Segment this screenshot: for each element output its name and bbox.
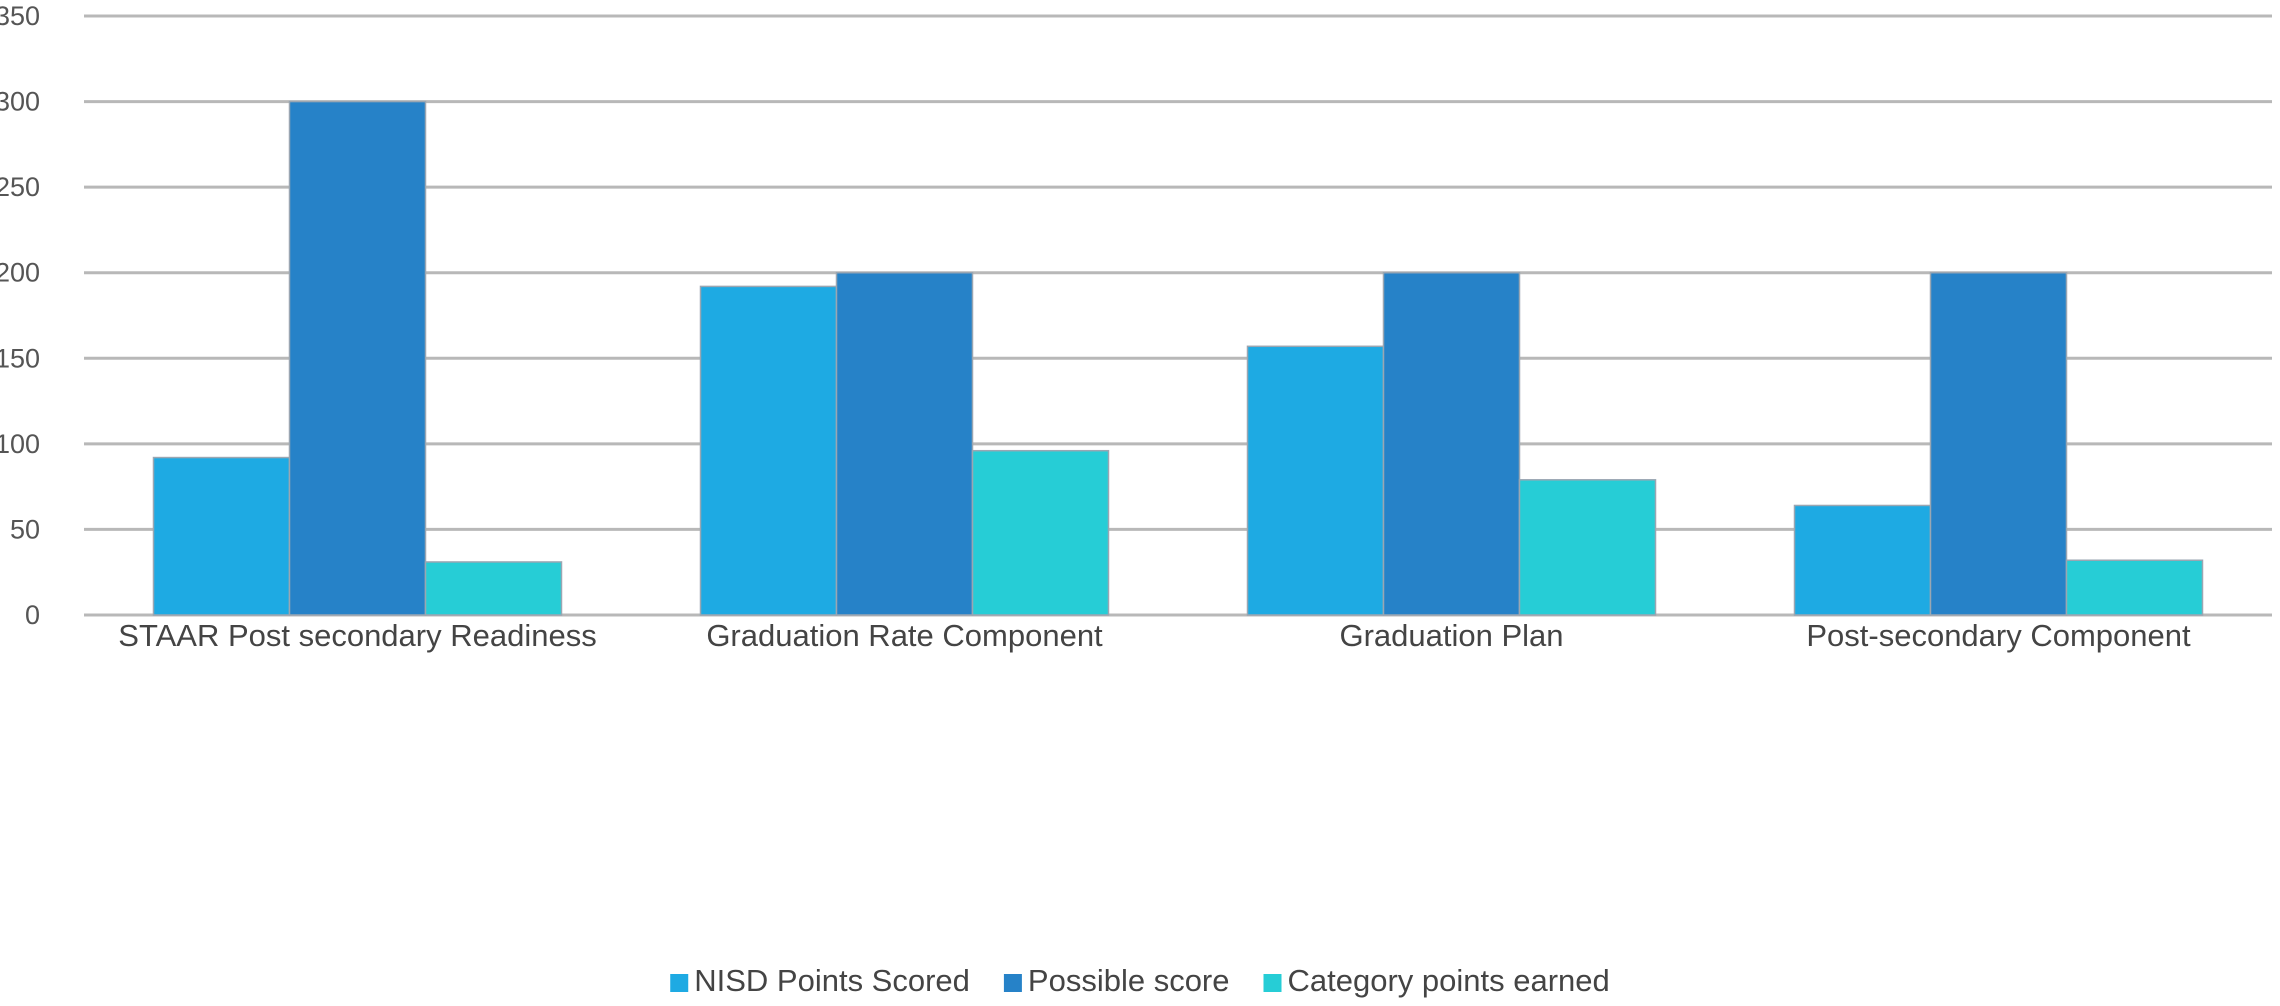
y-tick-label: 200 bbox=[0, 258, 40, 288]
legend-swatch bbox=[670, 974, 689, 992]
y-axis-tick-labels: 0 50 100 150 200 250 300 350 bbox=[0, 1, 40, 630]
bar-nisd-points-scored-1 bbox=[699, 285, 838, 616]
y-tick-label: 150 bbox=[0, 343, 40, 373]
legend-swatch bbox=[1003, 974, 1022, 992]
y-tick-label: 250 bbox=[0, 172, 40, 202]
legend-label: Category points earned bbox=[1288, 963, 1610, 998]
bar-category-points-earned-2 bbox=[1518, 479, 1657, 616]
x-category-label: Graduation Rate Component bbox=[706, 618, 1103, 653]
legend: NISD Points Scored Possible score Category… bbox=[670, 963, 1610, 998]
y-tick-label: 50 bbox=[10, 514, 40, 544]
bar-possible-score-3 bbox=[1929, 271, 2068, 616]
bar-possible-score-1 bbox=[835, 271, 974, 616]
bar-nisd-points-scored-2 bbox=[1246, 345, 1385, 616]
bar-nisd-points-scored-3 bbox=[1793, 504, 1932, 616]
x-category-label: Post-secondary Component bbox=[1806, 618, 2191, 653]
legend-swatch bbox=[1263, 974, 1282, 992]
y-tick-label: 100 bbox=[0, 429, 40, 459]
legend-label: NISD Points Scored bbox=[694, 963, 970, 998]
bar-possible-score-2 bbox=[1382, 271, 1521, 616]
bar-category-points-earned-1 bbox=[971, 449, 1110, 616]
gridlines bbox=[84, 14, 2272, 617]
x-category-label: STAAR Post secondary Readiness bbox=[118, 618, 596, 653]
y-tick-label: 0 bbox=[25, 600, 40, 630]
legend-label: Possible score bbox=[1028, 963, 1230, 998]
bar-category-points-earned-3 bbox=[2065, 559, 2204, 616]
bar-possible-score-0 bbox=[288, 100, 427, 616]
bar-category-points-earned-0 bbox=[424, 561, 563, 616]
bar-nisd-points-scored-0 bbox=[152, 456, 291, 616]
bars bbox=[152, 100, 2204, 616]
y-tick-label: 300 bbox=[0, 87, 40, 117]
x-category-label: Graduation Plan bbox=[1339, 618, 1563, 653]
x-axis-category-labels: STAAR Post secondary Readiness Graduation… bbox=[118, 618, 2191, 653]
y-tick-label: 350 bbox=[0, 1, 40, 31]
